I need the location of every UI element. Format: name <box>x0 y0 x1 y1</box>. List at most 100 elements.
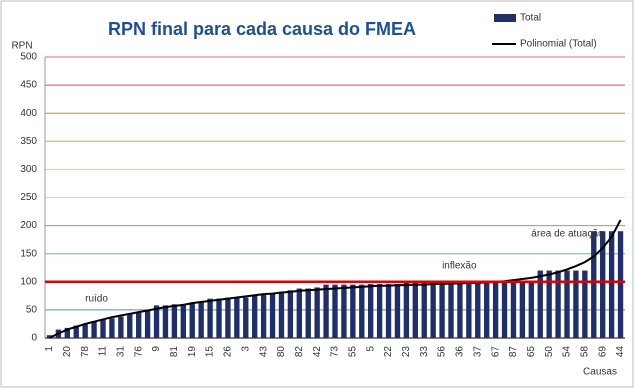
x-tick-label: 20 <box>62 346 73 358</box>
x-tick-label: 33 <box>419 346 430 358</box>
bar <box>118 316 124 338</box>
bar <box>287 290 294 338</box>
bar <box>153 305 160 338</box>
x-tick-label: 36 <box>455 346 466 358</box>
x-tick-label: 43 <box>258 346 269 358</box>
x-tick-label: 9 <box>151 346 162 352</box>
y-tick-label: 100 <box>20 276 37 287</box>
x-tick-label: 56 <box>437 346 448 358</box>
bar <box>591 231 597 338</box>
bar <box>234 297 240 338</box>
x-tick-label: 11 <box>98 346 109 357</box>
bar <box>100 320 106 338</box>
bar <box>109 318 115 338</box>
x-tick-label: 82 <box>294 346 305 358</box>
x-tick-label: 67 <box>490 346 501 358</box>
y-tick-label: 200 <box>20 220 37 231</box>
bar <box>127 314 133 338</box>
x-tick-label: 80 <box>276 346 287 358</box>
annotation: área de atuação <box>531 229 604 240</box>
x-tick-label: 15 <box>205 346 216 358</box>
bar <box>350 284 356 338</box>
bar <box>484 282 490 338</box>
x-tick-label: 81 <box>169 346 180 358</box>
bar <box>421 282 427 338</box>
y-tick-label: 350 <box>20 136 37 147</box>
bar <box>252 295 258 338</box>
x-tick-label: 3 <box>240 346 251 352</box>
bar <box>278 293 285 338</box>
y-tick-label: 250 <box>20 192 37 203</box>
bar <box>537 270 543 338</box>
bar <box>430 282 436 338</box>
bar <box>82 323 88 338</box>
bar <box>216 298 222 338</box>
bar <box>46 335 53 338</box>
x-tick-label: 76 <box>133 346 144 358</box>
bar <box>64 327 70 338</box>
bar <box>359 284 365 338</box>
x-tick-label: 65 <box>526 346 537 358</box>
bar <box>376 284 383 338</box>
bar <box>189 303 195 338</box>
bar <box>448 282 454 338</box>
bar <box>144 309 151 338</box>
annotation: ruído <box>85 293 108 304</box>
x-tick-label: 19 <box>187 346 198 358</box>
bar <box>162 305 169 338</box>
bar <box>314 287 320 338</box>
bar <box>269 293 276 338</box>
bar <box>91 321 97 338</box>
bar <box>475 282 481 338</box>
bar <box>243 297 249 338</box>
x-axis-label: Causas <box>583 367 617 378</box>
bar <box>323 284 329 338</box>
legend-swatch <box>494 14 516 22</box>
bar <box>385 284 392 338</box>
x-tick-label: 5 <box>365 346 376 352</box>
bar <box>394 284 401 338</box>
x-tick-label: 87 <box>508 346 519 358</box>
bar <box>296 288 302 338</box>
bar <box>171 304 178 338</box>
bar <box>305 288 311 338</box>
x-tick-label: 69 <box>597 346 608 358</box>
trend-line <box>49 219 622 339</box>
bar <box>617 231 624 338</box>
x-tick-label: 44 <box>615 346 626 358</box>
bar <box>510 281 517 338</box>
bar <box>136 312 142 338</box>
bar <box>260 294 267 338</box>
bar <box>600 231 606 338</box>
x-tick-label: 58 <box>579 346 590 358</box>
bar <box>555 270 561 338</box>
x-tick-label: 37 <box>472 346 483 358</box>
x-tick-label: 50 <box>544 346 555 358</box>
y-tick-label: 400 <box>20 108 37 119</box>
x-tick-label: 22 <box>383 346 394 358</box>
x-tick-label: 54 <box>562 346 573 358</box>
bar <box>573 270 579 338</box>
bar <box>519 281 526 338</box>
bar <box>439 282 445 338</box>
chart-title: RPN final para cada causa do FMEA <box>108 19 416 39</box>
y-tick-label: 150 <box>20 248 37 259</box>
bar <box>412 282 418 338</box>
y-tick-label: 450 <box>20 80 37 91</box>
x-tick-label: 42 <box>312 346 323 358</box>
bar <box>501 281 508 338</box>
bar <box>608 231 615 338</box>
bar <box>368 284 374 338</box>
bar <box>457 282 463 338</box>
bar <box>564 270 570 338</box>
x-tick-label: 55 <box>347 346 358 358</box>
annotation: inflexão <box>442 261 477 272</box>
bar <box>582 270 588 338</box>
bar <box>403 282 410 338</box>
x-tick-label: 78 <box>80 346 91 358</box>
y-tick-label: 500 <box>20 52 37 63</box>
x-tick-label: 73 <box>330 346 341 358</box>
bar <box>466 282 472 338</box>
y-axis-label: RPN <box>11 41 32 52</box>
